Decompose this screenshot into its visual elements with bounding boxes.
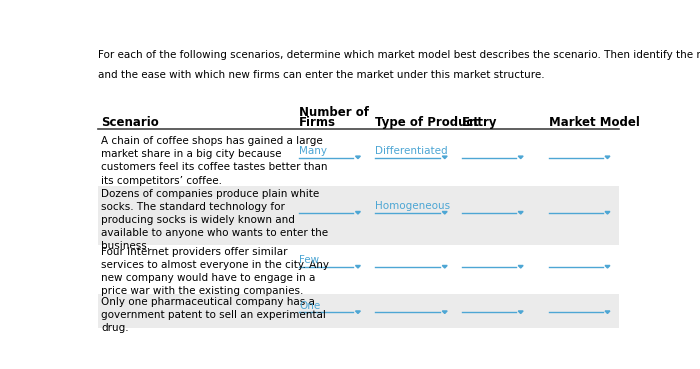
Polygon shape [518,265,523,268]
Polygon shape [518,311,523,314]
Bar [98,294,619,335]
Text: One: One [299,301,321,311]
Bar [98,245,619,294]
Polygon shape [442,156,447,159]
Polygon shape [442,211,447,214]
Text: A chain of coffee shops has gained a large
market share in a big city because
cu: A chain of coffee shops has gained a lar… [101,136,328,186]
Text: and the ease with which new firms can enter the market under this market structu: and the ease with which new firms can en… [98,70,545,80]
Text: Differentiated: Differentiated [375,146,448,156]
Text: Few: Few [299,255,319,265]
Bar [98,134,619,186]
Text: Number of: Number of [299,106,369,119]
Text: For each of the following scenarios, determine which market model best describes: For each of the following scenarios, det… [98,50,700,60]
Text: Scenario: Scenario [101,115,159,129]
Polygon shape [605,311,610,314]
Text: Four Internet providers offer similar
services to almost everyone in the city. A: Four Internet providers offer similar se… [101,247,329,296]
Text: Only one pharmaceutical company has a
government patent to sell an experimental
: Only one pharmaceutical company has a go… [101,297,326,333]
Polygon shape [605,156,610,159]
Polygon shape [356,211,360,214]
Polygon shape [442,311,447,314]
Polygon shape [518,211,523,214]
Text: Many: Many [299,146,327,156]
Text: Type of Product: Type of Product [375,115,479,129]
Text: Entry: Entry [462,115,497,129]
Polygon shape [518,156,523,159]
Polygon shape [442,265,447,268]
Text: Dozens of companies produce plain white
socks. The standard technology for
produ: Dozens of companies produce plain white … [101,189,328,251]
Polygon shape [605,265,610,268]
Polygon shape [605,211,610,214]
Bar [98,186,619,245]
Polygon shape [356,156,360,159]
Text: Homogeneous: Homogeneous [375,201,450,211]
Text: Firms: Firms [299,115,336,129]
Polygon shape [356,311,360,314]
Polygon shape [356,265,360,268]
Text: Market Model: Market Model [549,115,640,129]
